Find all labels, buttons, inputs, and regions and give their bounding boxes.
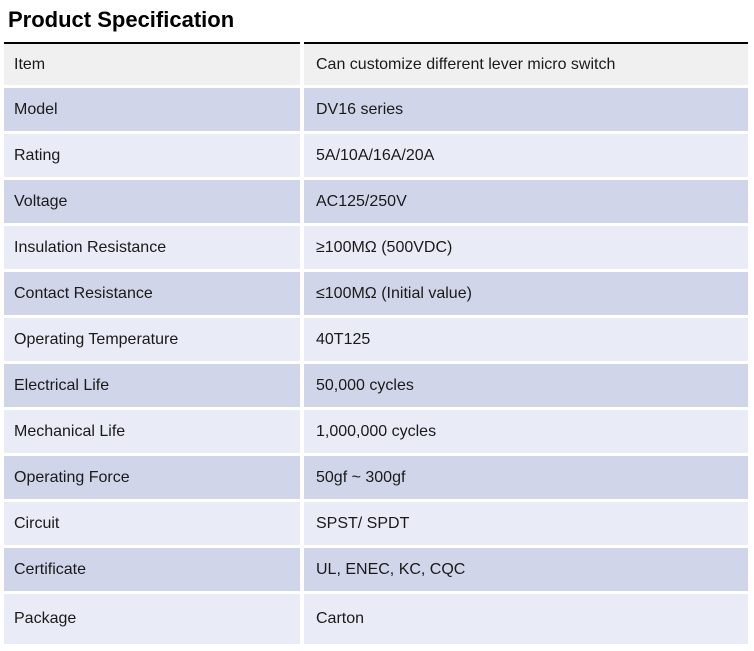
spec-value-cell: Carton [304,594,748,644]
spec-row-package: Package Carton [4,594,748,644]
spec-table: Item Can customize different lever micro… [0,39,752,647]
spec-row-item: Item Can customize different lever micro… [4,42,748,85]
spec-label-cell: Certificate [4,548,300,591]
spec-label-cell: Voltage [4,180,300,223]
spec-row-insulation-resistance: Insulation Resistance ≥100MΩ (500VDC) [4,226,748,269]
spec-value-cell: ≥100MΩ (500VDC) [304,226,748,269]
spec-row-contact-resistance: Contact Resistance ≤100MΩ (Initial value… [4,272,748,315]
spec-row-rating: Rating 5A/10A/16A/20A [4,134,748,177]
spec-label-cell: Circuit [4,502,300,545]
spec-row-certificate: Certificate UL, ENEC, KC, CQC [4,548,748,591]
spec-label-cell: Contact Resistance [4,272,300,315]
spec-label-cell: Rating [4,134,300,177]
spec-value-cell: ≤100MΩ (Initial value) [304,272,748,315]
spec-label-cell: Operating Force [4,456,300,499]
spec-label-cell: Insulation Resistance [4,226,300,269]
spec-value-cell: 50gf ~ 300gf [304,456,748,499]
spec-value-cell: 5A/10A/16A/20A [304,134,748,177]
spec-value-cell: SPST/ SPDT [304,502,748,545]
spec-row-operating-temperature: Operating Temperature 40T125 [4,318,748,361]
page-title: Product Specification [8,7,235,32]
spec-row-circuit: Circuit SPST/ SPDT [4,502,748,545]
spec-row-operating-force: Operating Force 50gf ~ 300gf [4,456,748,499]
spec-label-cell: Mechanical Life [4,410,300,453]
spec-value-cell: Can customize different lever micro swit… [304,42,748,85]
spec-row-model: Model DV16 series [4,88,748,131]
spec-row-electrical-life: Electrical Life 50,000 cycles [4,364,748,407]
spec-label-cell: Item [4,42,300,85]
spec-label-cell: Operating Temperature [4,318,300,361]
spec-value-cell: DV16 series [304,88,748,131]
spec-value-cell: UL, ENEC, KC, CQC [304,548,748,591]
spec-value-cell: 1,000,000 cycles [304,410,748,453]
spec-label-cell: Electrical Life [4,364,300,407]
spec-value-cell: 50,000 cycles [304,364,748,407]
spec-value-cell: 40T125 [304,318,748,361]
spec-value-cell: AC125/250V [304,180,748,223]
spec-row-mechanical-life: Mechanical Life 1,000,000 cycles [4,410,748,453]
spec-label-cell: Package [4,594,300,644]
spec-row-voltage: Voltage AC125/250V [4,180,748,223]
spec-label-cell: Model [4,88,300,131]
